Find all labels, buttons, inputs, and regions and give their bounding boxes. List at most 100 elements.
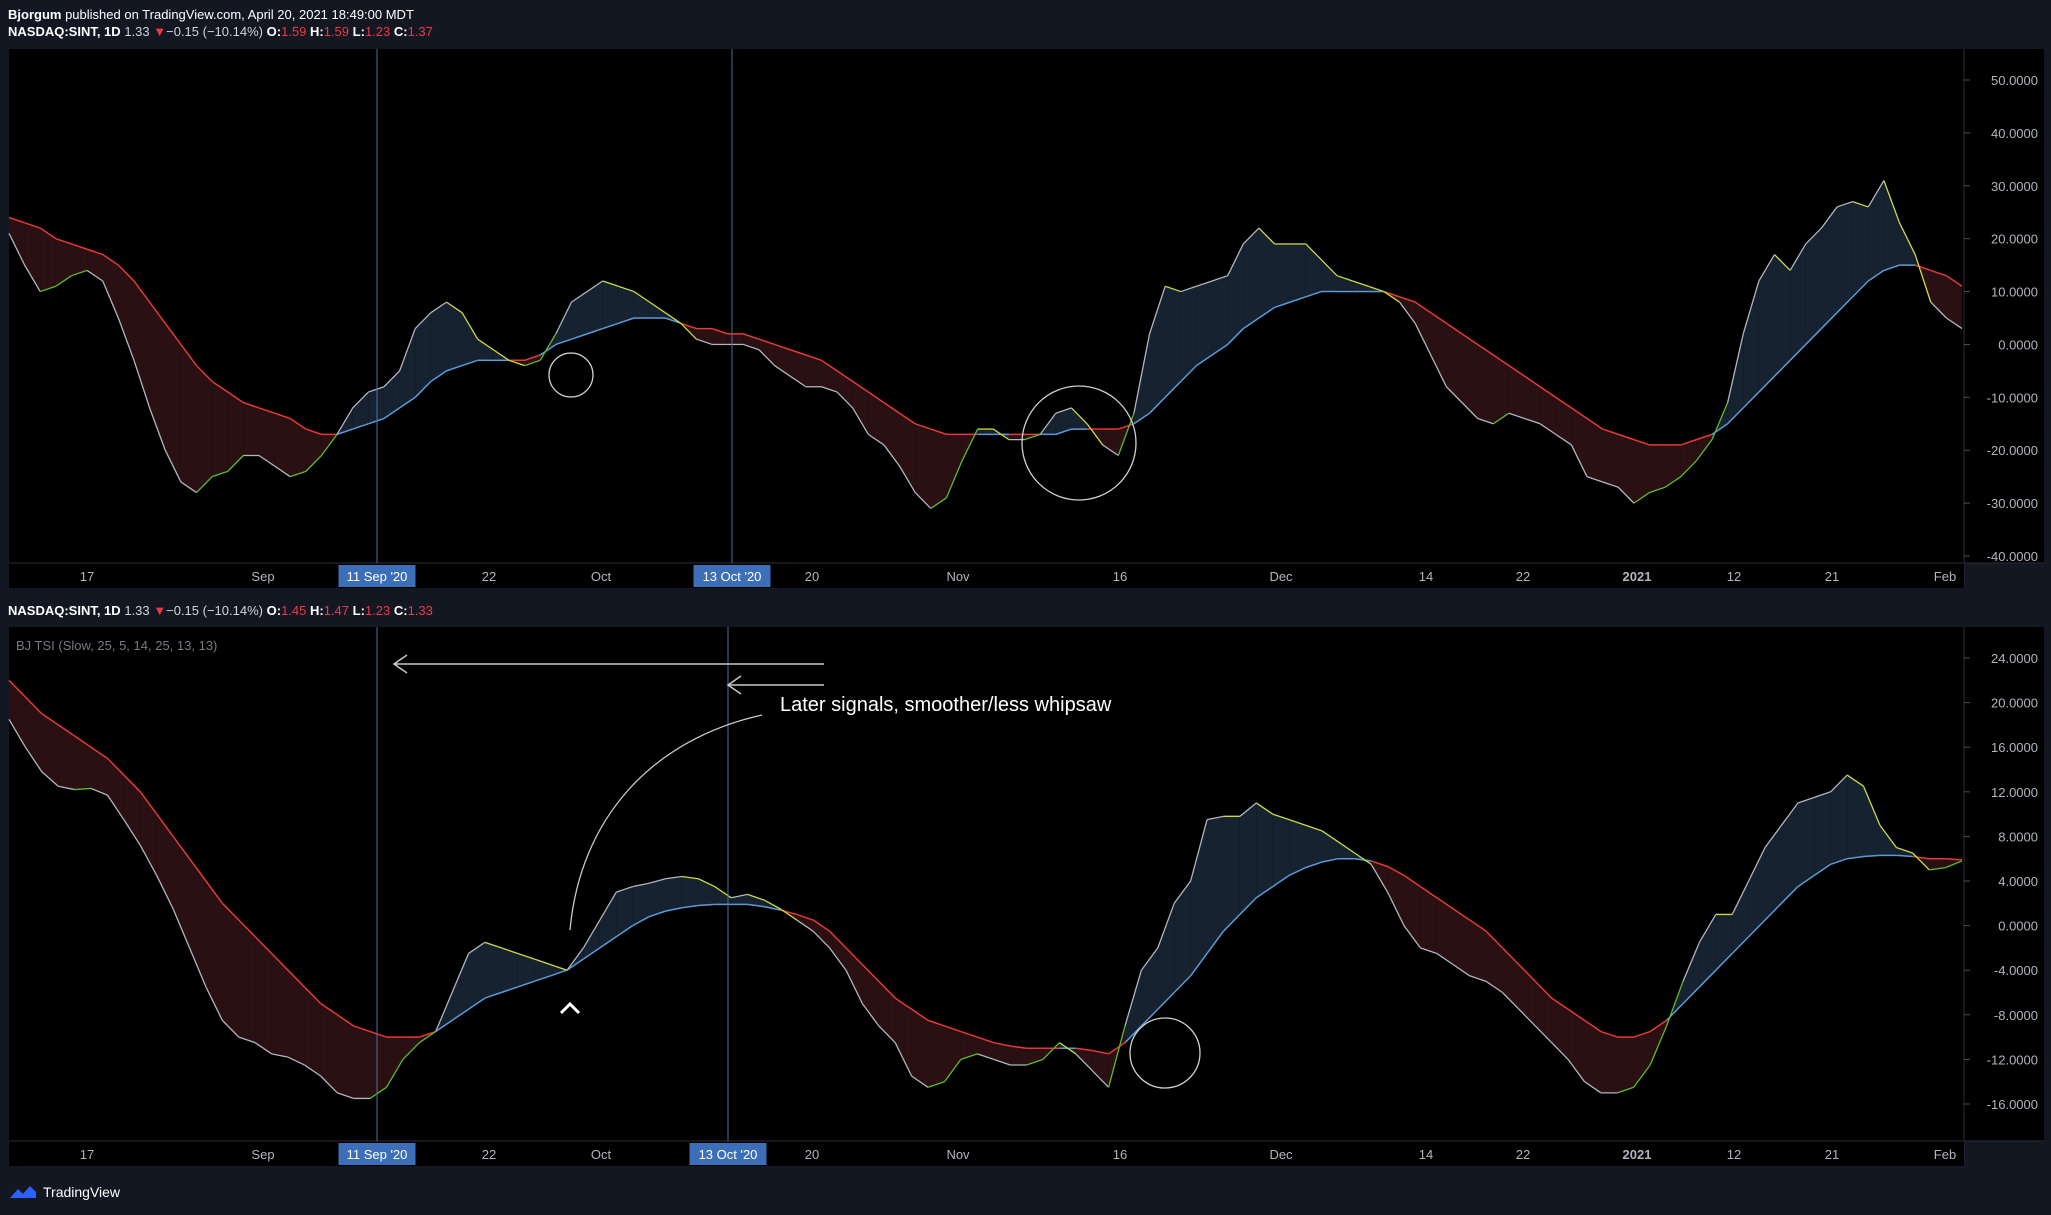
signal-line-segment — [648, 910, 666, 918]
tsi-line-segment — [836, 391, 854, 409]
tsi-line-segment — [304, 1064, 322, 1077]
signal-line-segment — [681, 904, 699, 909]
signal-line-segment — [1742, 391, 1760, 409]
fill-segment — [1223, 816, 1240, 932]
fill-segment — [288, 970, 305, 1065]
pane2-price-scale[interactable] — [1964, 627, 2044, 1141]
tsi-line-segment — [1617, 486, 1635, 504]
fill-segment — [883, 402, 900, 467]
tsi-line-segment — [1830, 774, 1848, 793]
signal-line-segment — [451, 1008, 469, 1021]
pane1-price-scale[interactable] — [1964, 49, 2044, 563]
fill-segment — [370, 1031, 387, 1099]
tsi-line-segment — [930, 497, 947, 509]
fill-segment — [944, 1025, 961, 1082]
fill-segment — [1748, 847, 1766, 937]
fill-segment — [1477, 344, 1494, 424]
signal-line-segment — [1508, 364, 1525, 377]
tsi-line-segment — [368, 386, 385, 393]
indicator-label[interactable]: BJ TSI (Slow, 25, 5, 14, 25, 13, 13) — [16, 638, 217, 653]
author-name[interactable]: Bjorgum — [8, 7, 62, 22]
tsi-line-segment — [41, 771, 59, 787]
fill-segment — [1617, 1037, 1634, 1093]
fill-segment — [1290, 243, 1306, 303]
fill-segment — [9, 680, 26, 748]
tsi-line-segment — [1914, 254, 1932, 303]
pane1-plot-area[interactable] — [9, 49, 1964, 563]
tsi-line-segment — [74, 787, 92, 791]
date-marker-box[interactable] — [689, 1143, 767, 1165]
tsi-line-segment — [943, 1059, 962, 1083]
tsi-line-segment — [1039, 412, 1057, 435]
signal-line-segment — [582, 947, 601, 960]
signal-line-segment — [1461, 333, 1479, 346]
fill-segment — [189, 858, 206, 987]
fill-segment — [1305, 825, 1322, 868]
tsi-line-segment — [1024, 433, 1041, 441]
signal-line-segment — [1524, 375, 1541, 388]
fill-segment — [320, 1003, 338, 1093]
tsi-line-segment — [1664, 476, 1682, 488]
signal-line-segment — [1570, 407, 1588, 420]
signal-line-segment — [1124, 1025, 1142, 1044]
pane2-time-axis[interactable] — [9, 1141, 1964, 1166]
signal-line-segment — [1698, 969, 1717, 988]
x-tick-label: 14 — [1419, 1147, 1433, 1162]
fill-segment — [1797, 797, 1815, 887]
fill-segment — [1540, 386, 1556, 435]
signal-line-segment — [149, 301, 166, 324]
y-tick-label: -10.0000 — [1987, 390, 2038, 405]
open-value-2: 1.45 — [281, 603, 307, 618]
signal-line-segment — [1758, 375, 1776, 393]
fill-segment — [149, 302, 166, 451]
date-marker-box[interactable] — [693, 565, 771, 587]
fill-segment — [1075, 1048, 1093, 1071]
fill-segment — [1929, 858, 1946, 870]
date-marker-box[interactable] — [338, 1143, 416, 1165]
x-tick-label: Sep — [251, 569, 274, 584]
fill-segment — [1493, 355, 1509, 424]
signal-line-segment — [571, 333, 588, 340]
tsi-line-segment — [1461, 402, 1479, 419]
tradingview-logo[interactable]: TradingView — [8, 1184, 120, 1200]
fill-segment — [698, 878, 715, 906]
fill-segment — [1430, 312, 1447, 387]
tsi-line-segment — [1086, 423, 1104, 446]
fill-segment — [1399, 296, 1416, 324]
signal-line-segment — [1436, 897, 1454, 910]
y-tick-label: 0.0000 — [1998, 337, 2038, 352]
fill-segment — [1415, 302, 1431, 356]
tsi-line-segment — [24, 264, 41, 292]
tsi-line-segment — [796, 919, 814, 932]
tsi-line-segment — [649, 301, 666, 314]
signal-line-segment — [1354, 857, 1372, 862]
fill-segment — [1212, 275, 1228, 356]
signal-line-segment — [883, 402, 900, 414]
tsi-line-segment — [632, 882, 650, 888]
y-tick-label: -40.0000 — [1987, 549, 2038, 564]
y-tick-label: 8.0000 — [1998, 829, 2038, 844]
date-marker-box[interactable] — [338, 565, 416, 587]
tsi-line-segment — [1584, 1081, 1602, 1094]
fill-segment — [165, 323, 181, 482]
fill-segment — [895, 998, 912, 1077]
tsi-line-segment — [1320, 259, 1338, 277]
fill-segment — [74, 736, 92, 790]
symbol-label-2[interactable]: NASDAQ:SINT, 1D — [8, 603, 121, 618]
x-tick-label: 12 — [1727, 1147, 1741, 1162]
fill-segment — [140, 791, 157, 876]
fill-segment — [1732, 881, 1749, 954]
signal-line-segment — [1914, 264, 1931, 272]
symbol-label[interactable]: NASDAQ:SINT, 1D — [8, 24, 121, 39]
fill-segment — [1149, 286, 1166, 414]
fill-segment — [212, 381, 228, 477]
pane1-time-axis[interactable] — [9, 563, 1964, 588]
signal-line-segment — [8, 216, 25, 224]
fill-segment — [1584, 1020, 1601, 1093]
tsi-line-segment — [133, 360, 151, 409]
signal-line-segment — [763, 905, 781, 911]
signal-line-segment — [1149, 396, 1166, 414]
signal-line-segment — [156, 813, 174, 837]
tsi-line-segment — [747, 893, 765, 901]
